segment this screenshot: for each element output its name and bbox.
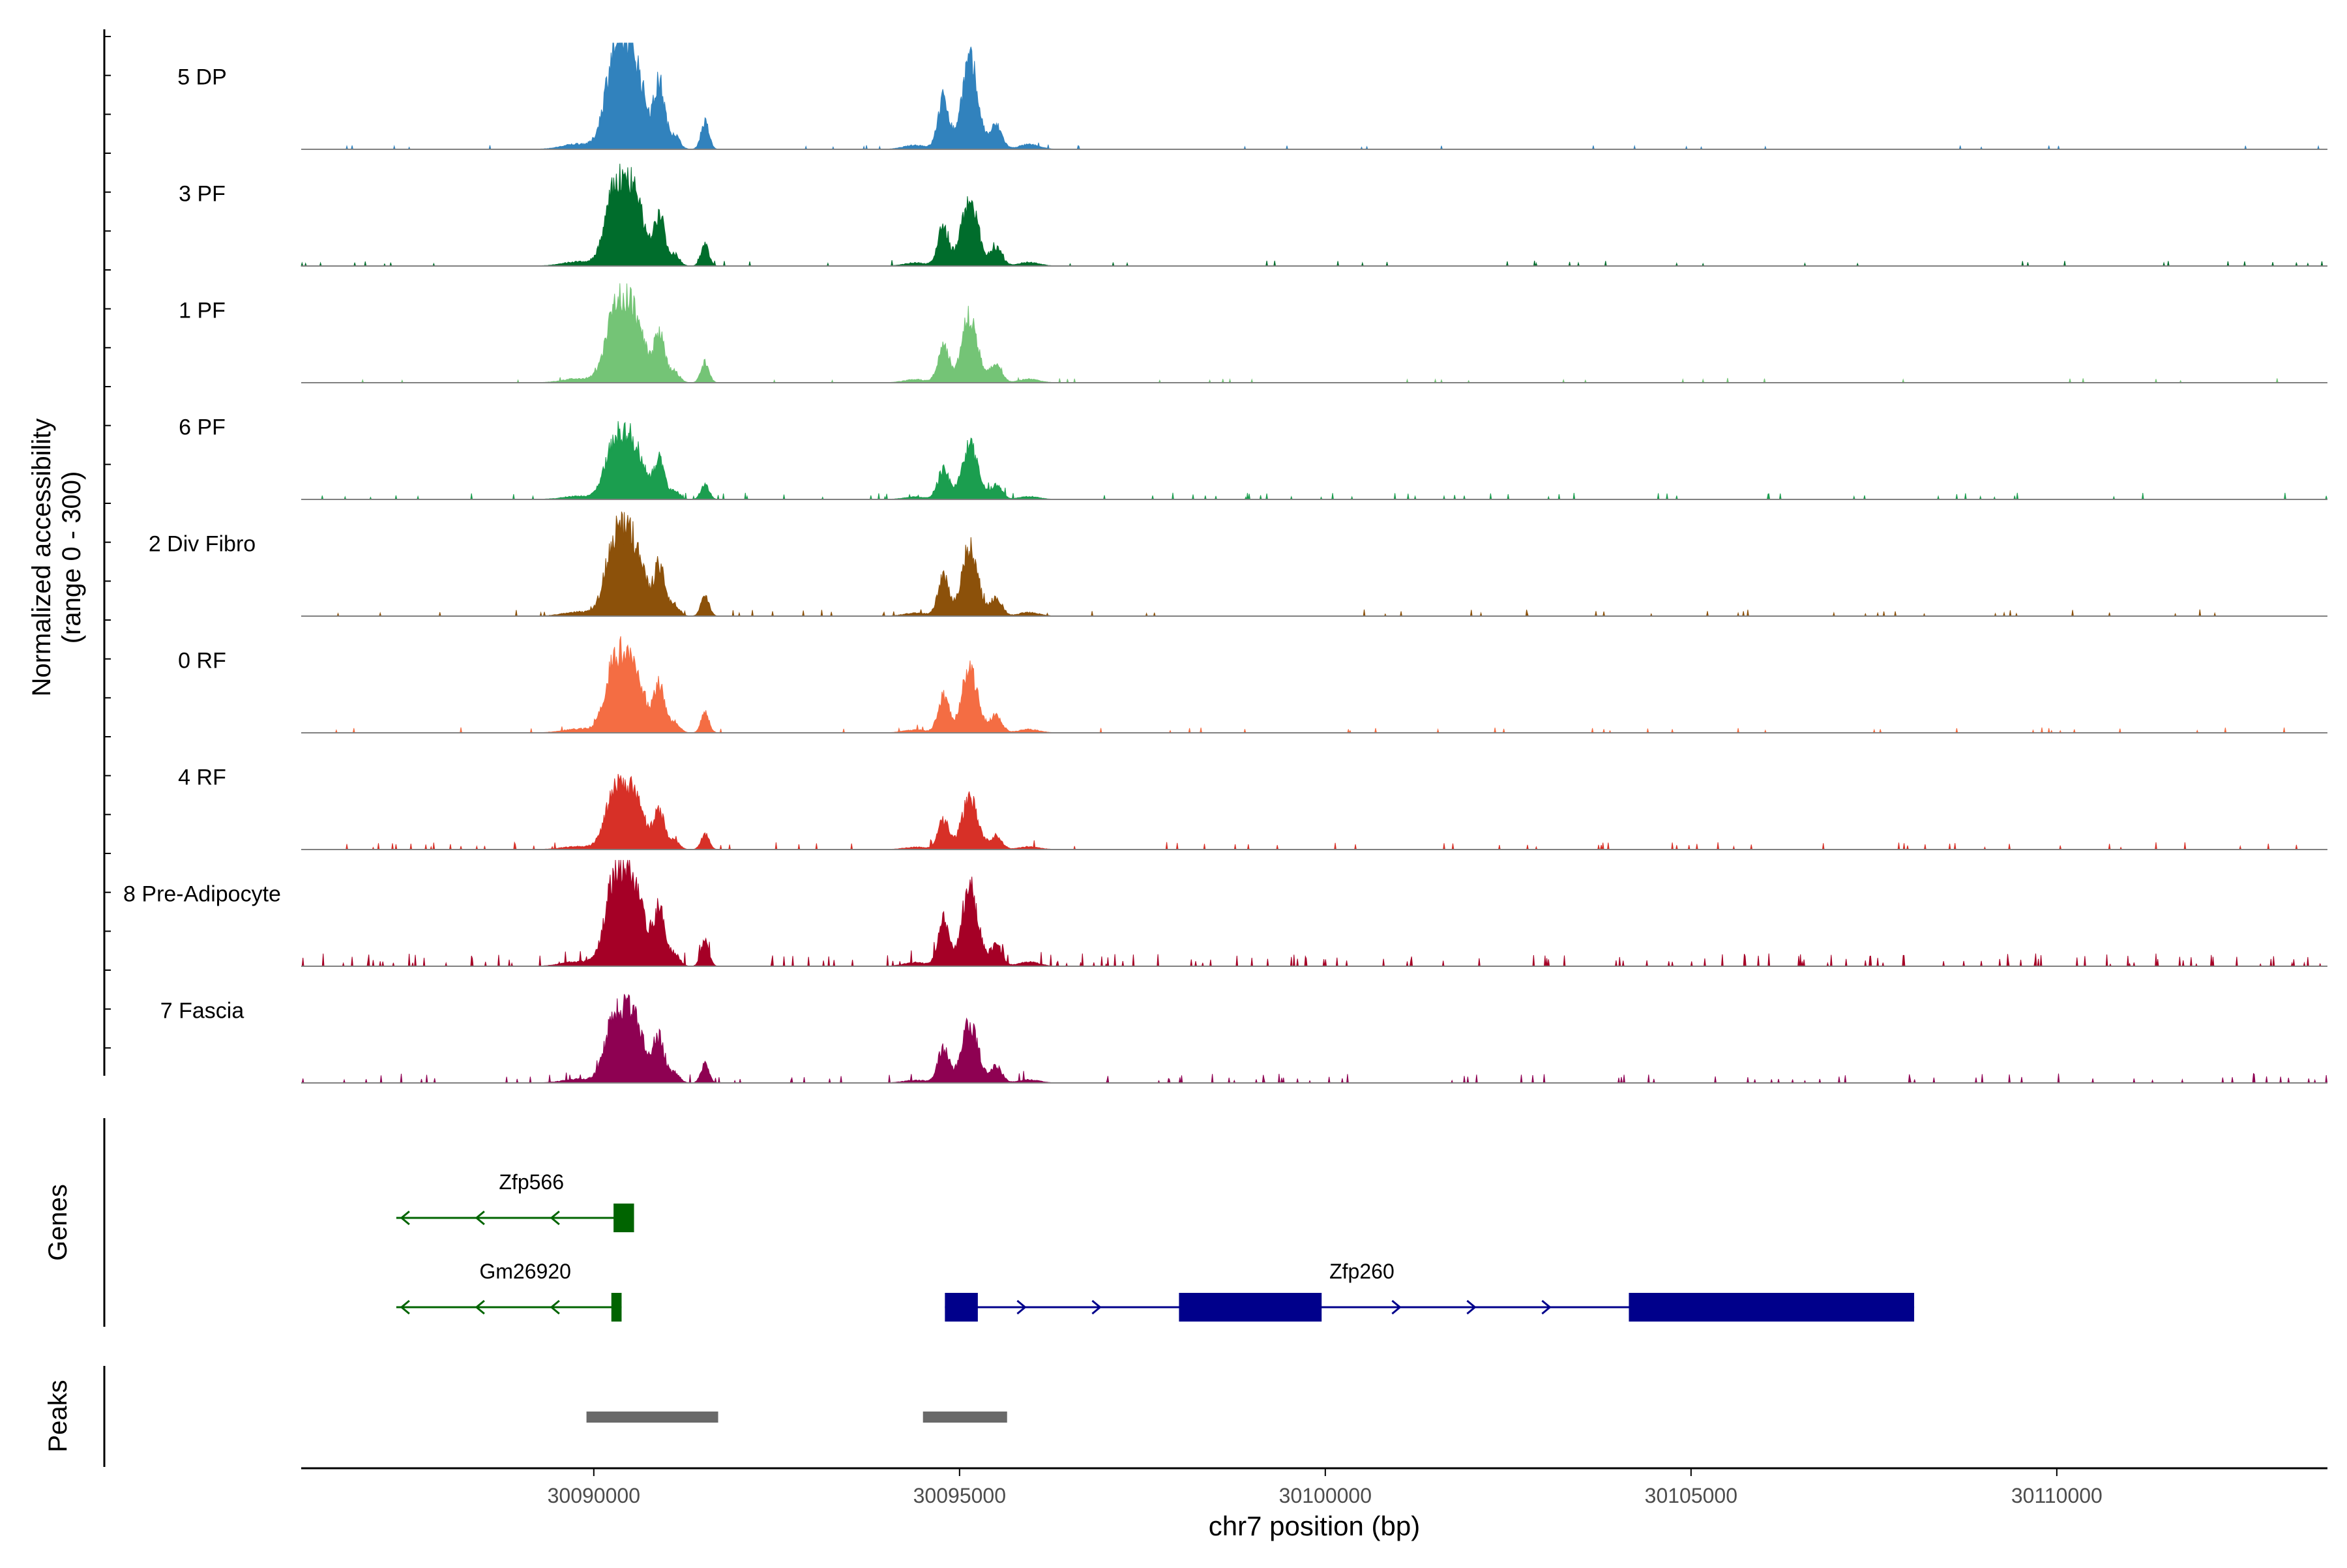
strand-arrow-icon <box>1391 1299 1402 1315</box>
coverage-area-4 <box>301 421 2328 500</box>
exon-Zfp566-1 <box>613 1204 634 1232</box>
strand-arrow-icon <box>1541 1299 1552 1315</box>
peaks-panel-label: Peaks <box>44 1380 72 1452</box>
peak-region-2 <box>923 1412 1007 1423</box>
exon-Zfp260-1 <box>945 1293 978 1322</box>
gene-label-Gm26920: Gm26920 <box>479 1260 571 1283</box>
track-label-1: 5 DP <box>177 65 227 90</box>
x-tick-label: 30095000 <box>913 1484 1006 1507</box>
gene-panel: Zfp566 Gm26920 Zfp260 <box>396 1170 1915 1322</box>
exon-Gm26920-1 <box>611 1293 622 1322</box>
strand-arrow-icon <box>1466 1299 1477 1315</box>
coverage-area-5 <box>301 511 2327 617</box>
strand-arrow-icon <box>550 1210 560 1226</box>
track-8: 8 Pre-Adipocyte <box>123 859 2327 967</box>
x-ticks: 30090000 30095000 30100000 30105000 30110000 <box>548 1468 2103 1507</box>
track-label-6: 0 RF <box>178 649 226 673</box>
gene-label-Zfp566: Zfp566 <box>499 1170 564 1194</box>
track-2: 3 PF <box>179 164 2327 267</box>
exon-Zfp260-2 <box>1179 1293 1322 1322</box>
track-label-4: 6 PF <box>179 415 226 440</box>
coverage-area-8 <box>301 859 2327 967</box>
peak-region-1 <box>586 1412 718 1423</box>
track-7: 4 RF <box>178 765 2327 850</box>
coverage-area-7 <box>301 773 2327 850</box>
track-4: 6 PF <box>179 415 2328 500</box>
strand-arrow-icon <box>1091 1299 1102 1315</box>
strand-arrow-icon <box>550 1299 560 1315</box>
track-5: 2 Div Fibro <box>149 511 2327 617</box>
track-label-3: 1 PF <box>179 299 226 323</box>
exon-Zfp260-3 <box>1629 1293 1915 1322</box>
track-9: 7 Fascia <box>160 994 2328 1084</box>
gene-Zfp566: Zfp566 <box>396 1170 634 1232</box>
axes: 30090000 30095000 30100000 30105000 30110000… <box>27 29 2327 1541</box>
track-3: 1 PF <box>179 283 2327 383</box>
track-label-7: 4 RF <box>178 765 226 790</box>
coverage-area-3 <box>301 283 2327 383</box>
track-1: 5 DP <box>177 42 2327 150</box>
strand-arrow-icon <box>400 1299 410 1315</box>
coverage-area-1 <box>301 42 2327 150</box>
coverage-area-9 <box>301 994 2328 1084</box>
peak-panel <box>586 1412 1007 1423</box>
coverage-area-6 <box>301 636 2327 734</box>
y-axis-label-line1: Normalized accessibility <box>27 419 56 697</box>
coverage-y-ticks <box>104 36 111 1049</box>
strand-arrow-icon <box>475 1210 485 1226</box>
x-tick-label: 30110000 <box>2011 1484 2103 1507</box>
strand-arrow-icon <box>475 1299 485 1315</box>
x-tick-label: 30105000 <box>1645 1484 1737 1507</box>
track-label-2: 3 PF <box>179 182 226 207</box>
track-6: 0 RF <box>178 636 2327 734</box>
track-label-9: 7 Fascia <box>160 999 244 1024</box>
track-label-8: 8 Pre-Adipocyte <box>123 882 281 907</box>
coverage-tracks: 5 DP 3 PF 1 PF 6 PF 2 Div Fibro 0 RF 4 RF 8 Pre… <box>123 42 2328 1084</box>
genes-panel-label: Genes <box>44 1184 72 1261</box>
x-axis-label: chr7 position (bp) <box>1209 1511 1421 1541</box>
gene-label-Zfp260: Zfp260 <box>1329 1260 1395 1283</box>
x-tick-label: 30090000 <box>548 1484 640 1507</box>
track-label-5: 2 Div Fibro <box>149 532 256 557</box>
y-axis-label-line2: (range 0 - 300) <box>57 471 86 644</box>
strand-arrow-icon <box>1016 1299 1027 1315</box>
gene-Zfp260: Zfp260 <box>945 1260 1915 1322</box>
coverage-area-2 <box>301 164 2327 267</box>
strand-arrow-icon <box>400 1210 410 1226</box>
gene-Gm26920: Gm26920 <box>396 1260 622 1322</box>
x-tick-label: 30100000 <box>1279 1484 1372 1507</box>
